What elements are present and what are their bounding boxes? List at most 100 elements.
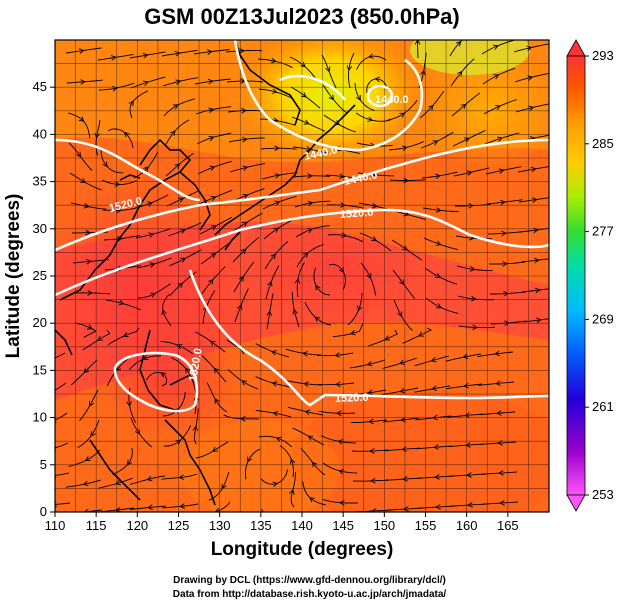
- x-tick-label: 135: [250, 518, 272, 533]
- streamline-arrow: [307, 435, 314, 441]
- streamline-arrow: [402, 476, 408, 482]
- streamline-arrow: [209, 340, 216, 346]
- streamline-arrow: [270, 253, 276, 260]
- streamline-arrow: [179, 503, 185, 509]
- streamline-arrow: [272, 410, 279, 417]
- streamline-arrow: [497, 440, 503, 446]
- streamline-arrow: [430, 356, 437, 363]
- streamline: [213, 501, 231, 512]
- streamline-arrow: [242, 193, 249, 200]
- streamline-arrow: [435, 240, 442, 246]
- streamline-arrow: [271, 350, 277, 356]
- streamline-arrow: [466, 472, 472, 478]
- streamline-arrow: [302, 252, 309, 258]
- streamline-arrow: [208, 107, 215, 113]
- y-axis: 0 5 10 15 20 25 30 35 40 45: [33, 79, 55, 519]
- streamline-arrow: [457, 70, 463, 77]
- streamline-arrow: [431, 385, 438, 392]
- streamline-arrow: [179, 228, 186, 234]
- streamline-arrow: [355, 94, 361, 101]
- streamline-arrow: [180, 257, 187, 263]
- streamline-arrow: [340, 202, 346, 208]
- streamline-arrow: [238, 275, 244, 282]
- colorbar-tick-label: 253: [592, 487, 614, 502]
- streamline-arrow: [207, 49, 213, 55]
- streamline-arrow: [148, 232, 155, 238]
- streamline-arrow: [122, 332, 129, 338]
- streamline-arrow: [126, 459, 133, 466]
- streamline-arrow: [495, 105, 501, 111]
- streamline-arrow: [149, 262, 156, 268]
- colorbar-tick-label: 261: [592, 399, 614, 414]
- streamline-arrow: [501, 230, 507, 237]
- x-tick-label: 145: [332, 518, 354, 533]
- streamline-arrow: [526, 45, 533, 52]
- streamline-arrow: [369, 448, 375, 454]
- streamline-arrow: [146, 475, 153, 482]
- streamline-arrow: [366, 273, 372, 279]
- streamline-arrow: [420, 69, 426, 76]
- streamline-arrow: [428, 104, 434, 111]
- chart-title: GSM 00Z13Jul2023 (850.0hPa): [144, 4, 460, 29]
- streamline-arrow: [336, 410, 342, 417]
- streamline-arrow: [367, 53, 374, 59]
- streamline-arrow: [143, 166, 149, 173]
- streamline-arrow: [90, 431, 96, 437]
- streamline: [55, 502, 71, 505]
- x-tick-label: 165: [497, 518, 519, 533]
- streamline-arrow: [469, 266, 476, 272]
- streamline-arrow: [368, 418, 374, 425]
- streamline-arrow: [214, 507, 220, 512]
- streamline-arrow: [242, 165, 249, 171]
- streamline-arrow: [465, 442, 471, 448]
- streamline-arrow: [160, 372, 167, 378]
- streamline-arrow: [504, 320, 510, 326]
- streamline-arrow: [530, 166, 537, 173]
- y-tick-label: 30: [33, 221, 47, 236]
- streamline-arrow: [304, 409, 311, 416]
- streamline-arrow: [338, 468, 345, 475]
- streamline-arrow: [161, 309, 167, 316]
- streamline-arrow: [341, 232, 347, 238]
- streamline-arrow: [527, 75, 534, 81]
- streamline-arrow: [210, 252, 217, 259]
- streamline-arrow: [78, 48, 85, 54]
- colorbar-tick-label: 285: [592, 136, 614, 151]
- streamline-arrow: [492, 44, 499, 50]
- streamline-arrow: [242, 221, 248, 227]
- contour-label: 1520.0: [335, 392, 369, 405]
- streamline-arrow: [170, 130, 176, 136]
- streamline-arrow: [247, 456, 253, 463]
- streamline-arrow: [208, 135, 215, 142]
- y-tick-label: 15: [33, 362, 47, 377]
- streamline-arrow: [370, 478, 376, 484]
- streamline-arrow: [346, 65, 353, 72]
- streamline: [55, 352, 66, 359]
- streamline-arrow: [401, 145, 408, 151]
- x-axis: 110 115 120 125 130 135 140 145 150 155 160 165: [45, 512, 519, 533]
- streamline-arrow: [403, 506, 409, 512]
- streamline-arrow: [175, 79, 182, 85]
- streamline-arrow: [94, 132, 100, 139]
- streamline-arrow: [325, 66, 331, 73]
- streamline-arrow: [85, 229, 91, 236]
- streamline-arrow: [177, 282, 184, 288]
- streamline-arrow: [134, 428, 141, 435]
- y-tick-label: 25: [33, 268, 47, 283]
- streamline-arrow: [240, 416, 246, 422]
- streamline-arrow: [366, 360, 373, 367]
- streamline-arrow: [435, 504, 441, 510]
- streamline-arrow: [82, 480, 89, 487]
- streamline-arrow: [339, 500, 345, 506]
- streamline-arrow: [399, 387, 406, 394]
- streamline-arrow: [80, 177, 87, 183]
- streamline-arrow: [192, 425, 199, 432]
- streamline-arrow: [337, 439, 343, 445]
- streamline-arrow: [84, 456, 91, 462]
- streamline-arrow: [270, 57, 277, 64]
- streamline-arrow: [531, 197, 538, 203]
- streamline-arrow: [115, 479, 121, 486]
- streamline-arrow: [502, 261, 508, 267]
- streamline-arrow: [78, 116, 85, 122]
- streamline-arrow: [211, 446, 218, 452]
